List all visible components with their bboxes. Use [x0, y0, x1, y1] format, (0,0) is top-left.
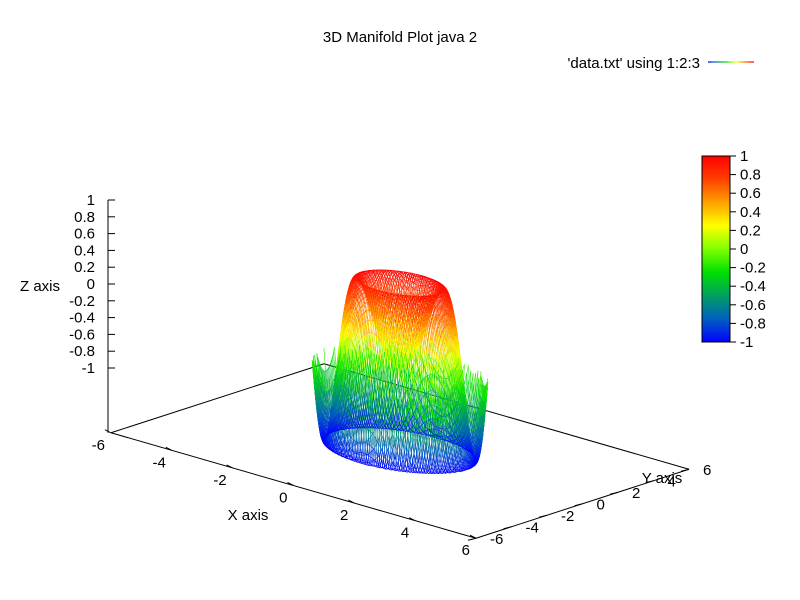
- mesh-segment: [356, 368, 358, 380]
- mesh-segment: [409, 280, 411, 285]
- mesh-segment: [424, 285, 426, 291]
- mesh-segment: [395, 273, 397, 277]
- mesh-segment: [380, 398, 382, 410]
- mesh-segment: [388, 277, 391, 281]
- mesh-segment: [391, 286, 394, 295]
- mesh-segment: [425, 281, 427, 286]
- mesh-segment: [383, 459, 385, 467]
- mesh-segment: [418, 281, 420, 286]
- mesh-segment: [352, 321, 355, 334]
- mesh-segment: [361, 455, 363, 463]
- mesh-segment: [389, 283, 392, 288]
- mesh-segment: [418, 290, 420, 297]
- chart-title: 3D Manifold Plot java 2: [323, 29, 477, 46]
- mesh-segment: [374, 447, 377, 459]
- mesh-segment: [383, 285, 385, 289]
- legend-label: 'data.txt' using 1:2:3: [568, 55, 700, 72]
- mesh-segment: [386, 359, 388, 372]
- mesh-segment: [386, 276, 388, 280]
- back-axis-line: [110, 363, 325, 434]
- mesh-segment: [416, 280, 419, 285]
- mesh-segment: [390, 280, 393, 284]
- mesh-segment: [331, 432, 334, 444]
- mesh-segment: [396, 435, 398, 451]
- mesh-segment: [353, 294, 355, 302]
- mesh-segment: [388, 273, 391, 277]
- mesh-segment: [394, 366, 397, 385]
- mesh-segment: [356, 287, 358, 292]
- mesh-segment: [357, 454, 360, 462]
- mesh-segment: [393, 271, 395, 275]
- mesh-segment: [369, 351, 372, 366]
- mesh-segment: [338, 434, 340, 447]
- mesh-segment: [354, 289, 356, 295]
- mesh-segment: [416, 276, 418, 281]
- mesh-segment: [387, 280, 390, 284]
- mesh-segment: [421, 290, 424, 297]
- mesh-segment: [417, 277, 420, 281]
- mesh-segment: [356, 289, 359, 296]
- mesh-segment: [409, 421, 412, 429]
- mesh-segment: [377, 282, 379, 288]
- mesh-segment: [355, 291, 357, 298]
- mesh-segment: [362, 455, 365, 463]
- mesh-segment: [373, 375, 376, 386]
- mesh-segment: [381, 276, 384, 281]
- mesh-segment: [409, 286, 412, 292]
- mesh-segment: [402, 279, 405, 284]
- mesh-segment: [387, 431, 389, 448]
- mesh-segment: [386, 283, 389, 288]
- mesh-segment: [384, 366, 387, 384]
- mesh-segment: [394, 367, 396, 381]
- mesh-segment: [403, 285, 406, 291]
- mesh-segment: [377, 350, 379, 361]
- surface-mesh: [311, 269, 489, 475]
- mesh-segment: [388, 280, 390, 286]
- mesh-segment: [385, 286, 388, 291]
- mesh-segment: [392, 277, 394, 283]
- mesh-segment: [380, 274, 383, 278]
- mesh-segment: [393, 272, 396, 275]
- mesh-segment: [385, 279, 387, 283]
- mesh-segment: [381, 273, 384, 276]
- mesh-segment: [351, 326, 353, 339]
- mesh-segment: [419, 285, 421, 291]
- mesh-segment: [340, 439, 342, 451]
- mesh-segment: [398, 398, 401, 411]
- mesh-segment: [400, 272, 403, 276]
- mesh-segment: [364, 387, 366, 398]
- mesh-segment: [388, 287, 391, 292]
- mesh-segment: [391, 434, 394, 450]
- mesh-segment: [384, 282, 386, 286]
- mesh-segment: [386, 435, 388, 449]
- mesh-segment: [359, 454, 361, 462]
